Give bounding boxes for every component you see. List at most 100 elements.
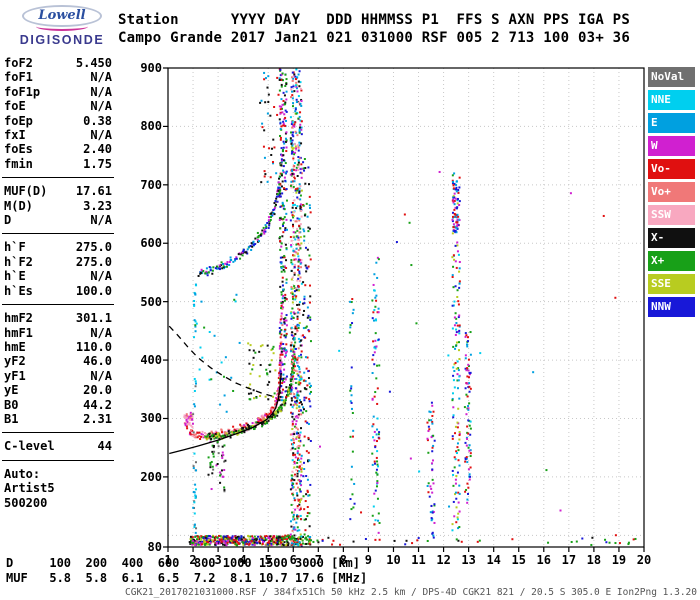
panel-separator (2, 177, 114, 179)
legend-item: Vo+ (648, 182, 695, 202)
param-label: foEs (4, 142, 33, 157)
param-row: hmF2 301.1 (2, 311, 114, 325)
param-value: 46.0 (83, 354, 112, 369)
param-row: h`F2 275.0 (2, 255, 114, 269)
legend-item: Vo- (648, 159, 695, 179)
param-label: h`Es (4, 283, 33, 298)
x-axis-tick-label: 8 (339, 553, 347, 567)
y-axis-tick-label: 300 (140, 411, 162, 426)
x-axis-tick-label: 2 (189, 553, 197, 567)
param-value: N/A (90, 269, 112, 284)
param-row: D N/A (2, 213, 114, 227)
logo-lowell-text: Lowell (38, 8, 86, 23)
param-value: 2.31 (83, 411, 112, 426)
param-label: yF1 (4, 368, 26, 383)
x-axis-tick-label: 17 (561, 553, 577, 567)
param-value: 5.450 (75, 56, 112, 70)
param-value: 17.61 (75, 184, 112, 199)
x-axis-tick-label: 7 (314, 553, 322, 567)
param-label: C-level (4, 439, 55, 454)
param-row: M(D) 3.23 (2, 199, 114, 213)
param-row: B0 44.2 (2, 398, 114, 412)
param-value: 44 (97, 439, 112, 454)
param-row: foF2 5.450 (2, 56, 114, 70)
y-axis-tick-label: 600 (140, 236, 162, 251)
logo-digisonde-text: DIGISONDE (19, 33, 105, 47)
y-axis-tick-label: 700 (140, 177, 162, 192)
param-value: 110.0 (75, 339, 112, 354)
logo-swoosh-icon (36, 22, 88, 31)
x-axis-tick-label: 5 (264, 553, 272, 567)
param-label: Artist5 (4, 481, 55, 496)
param-label: fxI (4, 128, 26, 143)
legend-item: NoVal (648, 67, 695, 87)
param-row: yF1 N/A (2, 369, 114, 383)
header-field-values: Campo Grande 2017 Jan21 021 031000 RSF 0… (118, 30, 631, 46)
param-row: yE 20.0 (2, 383, 114, 397)
param-value: 100.0 (75, 283, 112, 298)
param-label: foF1p (4, 84, 41, 99)
param-label: B1 (4, 411, 19, 426)
legend-item: SSW (648, 205, 695, 225)
header-field-names: Station YYYY DAY DDD HHMMSS P1 FFS S AXN… (118, 12, 631, 28)
echo-direction-legend: NoVal NNE E W Vo- Vo+ SSW X- X+ SSE NNW (648, 67, 695, 320)
legend-item: NNE (648, 90, 695, 110)
param-label: hmF1 (4, 325, 33, 340)
param-value: 20.0 (83, 383, 112, 398)
param-row: fmin 1.75 (2, 157, 114, 171)
parameter-panel: foF2 5.450 foF1 N/A foF1p N/A foE N/A foEp 0.38 fx… (2, 56, 114, 510)
param-row: foE N/A (2, 99, 114, 113)
param-value: N/A (90, 99, 112, 114)
y-axis-tick-label: 400 (140, 353, 162, 368)
param-value: 275.0 (75, 240, 112, 255)
param-row: hmE 110.0 (2, 340, 114, 354)
x-axis-tick-label: 20 (636, 553, 652, 567)
param-label: 500200 (4, 495, 48, 510)
param-label: hmE (4, 339, 26, 354)
param-value: N/A (90, 70, 112, 85)
param-row: Artist5 (2, 481, 114, 495)
x-axis-tick-label: 12 (436, 553, 451, 567)
param-row: foEs 2.40 (2, 142, 114, 156)
y-axis-tick-label: 800 (140, 119, 162, 134)
y-axis-tick-label: 500 (140, 294, 162, 309)
x-axis-tick-label: 10 (386, 553, 401, 567)
param-label: yE (4, 383, 19, 398)
x-axis-tick-label: 9 (364, 553, 373, 567)
legend-item: X+ (648, 251, 695, 271)
panel-separator (2, 459, 114, 461)
legend-item: SSE (648, 274, 695, 294)
x-axis-tick-label: 11 (411, 553, 426, 567)
param-row: hmF1 N/A (2, 326, 114, 340)
legend-item: W (648, 136, 695, 156)
x-axis-tick-label: 18 (586, 553, 602, 567)
param-value: N/A (90, 84, 112, 99)
param-value: N/A (90, 128, 112, 143)
param-row: fxI N/A (2, 128, 114, 142)
param-row: foF1 N/A (2, 70, 114, 84)
y-axis-tick-label: 900 (140, 61, 162, 75)
table-row: MUF 5.8 5.8 6.1 6.5 7.2 8.1 10.7 17.6 [M… (6, 571, 368, 585)
param-label: foF1 (4, 70, 33, 85)
x-axis-tick-label: 14 (486, 553, 501, 567)
panel-separator (2, 233, 114, 235)
x-axis-tick-label: 6 (289, 553, 297, 567)
x-axis-tick-label: 15 (511, 553, 526, 567)
param-label: D (4, 213, 12, 228)
param-row: 500200 (2, 496, 114, 510)
param-value: 0.38 (83, 113, 112, 128)
x-axis-tick-label: 19 (611, 553, 627, 567)
table-row: D 100 200 400 600 800 1000 1500 3000 [km… (6, 556, 361, 570)
muf-distance-table: D 100 200 400 600 800 1000 1500 3000 [km… (6, 556, 367, 586)
param-value: 3.23 (83, 198, 112, 213)
param-row: foF1p N/A (2, 85, 114, 99)
param-label: h`F (4, 240, 26, 255)
param-value: N/A (90, 213, 112, 228)
legend-item: NNW (648, 297, 695, 317)
param-value: 275.0 (75, 254, 112, 269)
param-value: 44.2 (83, 397, 112, 412)
legend-item: X- (648, 228, 695, 248)
status-line: CGK21_2017021031000.RSF / 384fx51Ch 50 k… (125, 587, 697, 598)
param-label: MUF(D) (4, 184, 48, 199)
